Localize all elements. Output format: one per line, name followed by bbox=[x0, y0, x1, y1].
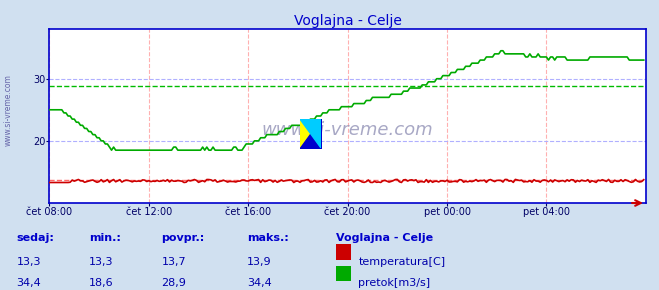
Text: 13,3: 13,3 bbox=[89, 257, 113, 267]
Text: Voglajna - Celje: Voglajna - Celje bbox=[336, 233, 433, 243]
Polygon shape bbox=[300, 119, 321, 148]
Text: 13,7: 13,7 bbox=[161, 257, 186, 267]
Text: sedaj:: sedaj: bbox=[16, 233, 54, 243]
Text: maks.:: maks.: bbox=[247, 233, 289, 243]
Text: povpr.:: povpr.: bbox=[161, 233, 205, 243]
Text: 34,4: 34,4 bbox=[247, 278, 272, 288]
Text: 18,6: 18,6 bbox=[89, 278, 113, 288]
Text: 13,3: 13,3 bbox=[16, 257, 41, 267]
Text: 28,9: 28,9 bbox=[161, 278, 186, 288]
Text: 13,9: 13,9 bbox=[247, 257, 272, 267]
Text: pretok[m3/s]: pretok[m3/s] bbox=[358, 278, 430, 288]
Text: www.si-vreme.com: www.si-vreme.com bbox=[3, 74, 13, 146]
Title: Voglajna - Celje: Voglajna - Celje bbox=[294, 14, 401, 28]
Text: min.:: min.: bbox=[89, 233, 121, 243]
Text: www.si-vreme.com: www.si-vreme.com bbox=[262, 121, 434, 139]
Text: 34,4: 34,4 bbox=[16, 278, 42, 288]
Text: temperatura[C]: temperatura[C] bbox=[358, 257, 445, 267]
